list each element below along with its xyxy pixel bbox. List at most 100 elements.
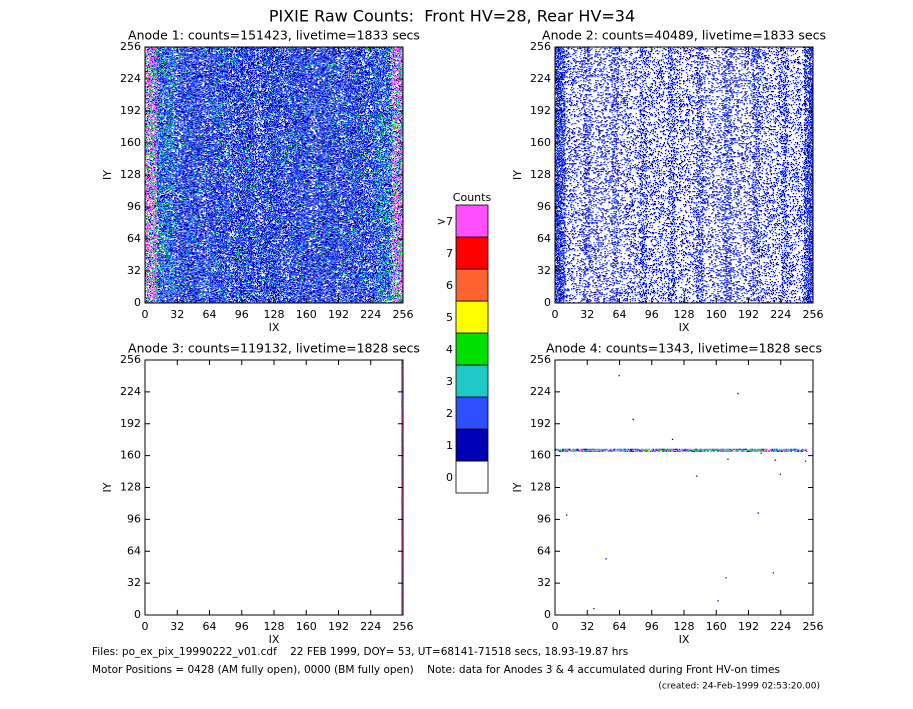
panel: Anode 3: counts=119132, livetime=1828 se… <box>101 341 420 647</box>
y-tick-label: 128 <box>120 168 141 181</box>
y-tick-label: 32 <box>127 576 141 589</box>
colorbar-label: 4 <box>446 343 453 356</box>
colorbar-label: 1 <box>446 439 453 452</box>
panel: Anode 1: counts=151423, livetime=1833 se… <box>101 28 420 335</box>
image-pixels <box>555 47 814 304</box>
image-pixels <box>555 374 808 610</box>
footer-line: Motor Positions = 0428 (AM fully open), … <box>92 664 780 676</box>
y-tick-label: 192 <box>530 417 551 430</box>
y-tick-label: 192 <box>120 104 141 117</box>
panel-title: Anode 2: counts=40489, livetime=1833 sec… <box>542 28 826 43</box>
y-tick-label: 64 <box>127 232 141 245</box>
plot-frame <box>144 359 404 616</box>
x-tick-label: 32 <box>170 308 184 321</box>
y-tick-label: 224 <box>530 72 551 85</box>
x-tick-label: 128 <box>264 308 285 321</box>
x-tick-label: 224 <box>360 308 381 321</box>
panel-title: Anode 4: counts=1343, livetime=1828 secs <box>546 341 822 356</box>
x-tick-label: 128 <box>264 620 285 633</box>
colorbar-label: 3 <box>446 375 453 388</box>
x-tick-label: 256 <box>393 308 414 321</box>
colorbar-swatch <box>455 236 489 270</box>
colorbar-swatch <box>455 332 489 366</box>
colorbar-label: >7 <box>437 215 453 228</box>
colorbar-swatch <box>455 300 489 334</box>
y-tick-label: 160 <box>530 449 551 462</box>
y-tick-label: 64 <box>537 544 551 557</box>
x-tick-label: 256 <box>803 308 824 321</box>
colorbar-swatch <box>455 204 489 238</box>
colorbar-swatch <box>455 460 489 494</box>
colorbar-label: 0 <box>446 471 453 484</box>
x-tick-label: 160 <box>706 308 727 321</box>
y-tick-label: 0 <box>544 608 551 621</box>
y-tick-label: 96 <box>127 512 141 525</box>
x-tick-label: 32 <box>580 620 594 633</box>
panel-title: Anode 1: counts=151423, livetime=1833 se… <box>128 28 420 43</box>
y-tick-label: 0 <box>134 296 141 309</box>
x-tick-label: 0 <box>142 308 149 321</box>
x-axis-label: IX <box>269 321 280 334</box>
x-tick-label: 0 <box>552 308 559 321</box>
panel-title: Anode 3: counts=119132, livetime=1828 se… <box>128 341 420 356</box>
x-tick-label: 128 <box>674 308 695 321</box>
y-tick-label: 128 <box>530 481 551 494</box>
y-axis-label: IY <box>511 170 524 180</box>
x-tick-label: 32 <box>170 620 184 633</box>
plot-frame <box>554 359 814 616</box>
colorbar-swatch <box>455 364 489 398</box>
y-tick-label: 32 <box>537 576 551 589</box>
x-tick-label: 64 <box>613 308 627 321</box>
y-tick-label: 256 <box>120 353 141 366</box>
image-pixels <box>563 448 805 452</box>
image-pixels <box>145 47 404 304</box>
y-tick-label: 128 <box>530 168 551 181</box>
figure-title: PIXIE Raw Counts: Front HV=28, Rear HV=3… <box>269 7 635 26</box>
colorbar-label: 2 <box>446 407 453 420</box>
x-tick-label: 224 <box>770 308 791 321</box>
colorbar-label: 5 <box>446 311 453 324</box>
image-pixels <box>555 47 814 304</box>
x-tick-label: 256 <box>803 620 824 633</box>
x-tick-label: 160 <box>296 308 317 321</box>
y-tick-label: 32 <box>537 264 551 277</box>
image-pixels <box>556 448 801 452</box>
y-tick-label: 224 <box>530 385 551 398</box>
y-tick-label: 64 <box>537 232 551 245</box>
y-tick-label: 160 <box>530 136 551 149</box>
x-tick-label: 0 <box>552 620 559 633</box>
image-pixels <box>557 448 808 452</box>
colorbar-label: 7 <box>446 247 453 260</box>
y-tick-label: 256 <box>530 40 551 53</box>
x-tick-label: 64 <box>613 620 627 633</box>
x-tick-label: 64 <box>203 620 217 633</box>
y-tick-label: 224 <box>120 72 141 85</box>
x-tick-label: 96 <box>235 308 249 321</box>
x-axis-label: IX <box>269 633 280 646</box>
y-tick-label: 0 <box>134 608 141 621</box>
x-axis-label: IX <box>679 321 690 334</box>
x-tick-label: 96 <box>645 308 659 321</box>
x-tick-label: 128 <box>674 620 695 633</box>
y-tick-label: 64 <box>127 544 141 557</box>
y-tick-label: 160 <box>120 449 141 462</box>
panel: Anode 4: counts=1343, livetime=1828 secs… <box>511 341 824 647</box>
colorbar-title: Counts <box>453 191 492 204</box>
colorbar-label: 6 <box>446 279 453 292</box>
colorbar-swatch <box>455 396 489 430</box>
y-tick-label: 192 <box>530 104 551 117</box>
x-tick-label: 160 <box>296 620 317 633</box>
x-tick-label: 96 <box>235 620 249 633</box>
x-tick-label: 256 <box>393 620 414 633</box>
panel: Anode 2: counts=40489, livetime=1833 sec… <box>511 28 826 335</box>
x-tick-label: 192 <box>328 308 349 321</box>
footer-line: (created: 24-Feb-1999 02:53:20.00) <box>658 682 820 692</box>
x-tick-label: 192 <box>328 620 349 633</box>
y-tick-label: 160 <box>120 136 141 149</box>
y-tick-label: 192 <box>120 417 141 430</box>
y-tick-label: 256 <box>530 353 551 366</box>
y-axis-label: IY <box>101 170 114 180</box>
y-axis-label: IY <box>511 482 524 492</box>
image-pixels <box>556 448 804 452</box>
